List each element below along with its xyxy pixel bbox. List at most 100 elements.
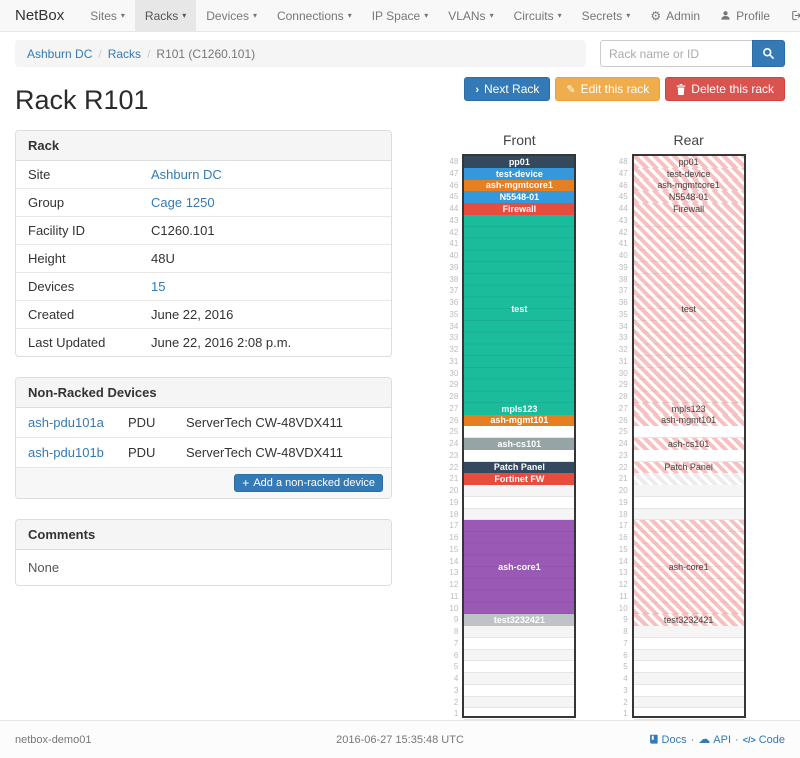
device-test-device[interactable]: test-device — [633, 167, 744, 180]
unit-number: 44 — [449, 204, 459, 213]
nav-item-log-out[interactable]: Log out — [780, 0, 800, 31]
device-pp01[interactable]: pp01 — [633, 156, 744, 168]
comments-body: None — [28, 560, 60, 575]
footer-link-code[interactable]: </> Code — [742, 733, 785, 746]
unit-number: 3 — [623, 685, 628, 695]
unit-number: 13 — [449, 568, 459, 578]
unit-number: 27 — [618, 403, 628, 413]
device-ash-mgmt101[interactable]: ash-mgmt101 — [464, 414, 575, 427]
book-icon — [648, 734, 659, 745]
unit-number: 32 — [618, 345, 628, 354]
unit-number: 25 — [618, 427, 628, 437]
device-test[interactable]: test — [633, 214, 744, 403]
gear-icon: ⚙ — [650, 8, 662, 23]
device-fortinet-fw[interactable] — [633, 473, 744, 485]
device-n5548-01[interactable]: N5548-01 — [633, 191, 744, 203]
footer-link-docs[interactable]: Docs — [648, 734, 687, 746]
unit-number: 42 — [618, 227, 628, 237]
device-n5548-01[interactable]: N5548-01 — [464, 191, 575, 203]
device-test-device[interactable]: test-device — [464, 167, 575, 180]
device-firewall[interactable]: Firewall — [464, 203, 575, 215]
link-separator: · — [735, 733, 739, 746]
device-mpls123[interactable]: mpls123 — [633, 402, 744, 415]
rack-attr-value[interactable]: 15 — [151, 279, 166, 294]
search-input[interactable] — [600, 40, 752, 67]
caret-down-icon: ▾ — [424, 10, 429, 20]
rack-attr-value[interactable]: Cage 1250 — [151, 195, 215, 210]
device-link[interactable]: ash-pdu101b — [28, 445, 104, 460]
device-test3232421[interactable]: test3232421 — [633, 614, 744, 626]
unit-number: 16 — [449, 533, 459, 542]
add-non-racked-device-button[interactable]: + Add a non-racked device — [234, 474, 383, 492]
rack-unit-3 — [464, 685, 575, 697]
nav-item-sites[interactable]: Sites ▾ — [90, 8, 125, 23]
unit-number: 2 — [453, 697, 459, 707]
nav-item-connections[interactable]: Connections ▾ — [276, 8, 352, 23]
next-rack-button[interactable]: › Next Rack — [464, 77, 551, 101]
device-ash-cs101[interactable]: ash-cs101 — [464, 438, 575, 450]
nav-item-profile[interactable]: Profile — [710, 0, 780, 31]
nav-item-devices[interactable]: Devices ▾ — [206, 8, 257, 23]
breadcrumb-item[interactable]: Ashburn DC — [27, 46, 93, 61]
device-firewall[interactable]: Firewall — [633, 203, 744, 215]
breadcrumb-item[interactable]: Racks — [107, 46, 142, 61]
device-patch-panel[interactable]: Patch Panel — [633, 461, 744, 474]
unit-number: 39 — [449, 262, 459, 272]
rack-unit-25 — [464, 426, 575, 438]
non-racked-device-row: ash-pdu101b PDU ServerTech CW-48VDX411 — [16, 438, 391, 468]
device-role: PDU — [128, 415, 156, 430]
device-ash-mgmt101[interactable]: ash-mgmt101 — [633, 414, 744, 427]
rack-unit-7 — [633, 638, 744, 650]
footer-links: Docs · ☁ API · </> Code — [648, 733, 785, 746]
app-brand[interactable]: NetBox — [15, 7, 65, 24]
unit-number: 4 — [623, 674, 628, 683]
edit-this-rack-button[interactable]: ✎ Edit this rack — [555, 77, 661, 101]
rack-unit-5 — [464, 661, 575, 673]
nav-item-vlans[interactable]: VLANs ▾ — [448, 8, 494, 23]
nav-item-circuits[interactable]: Circuits ▾ — [513, 8, 562, 23]
device-label: ash-core1 — [668, 562, 709, 573]
unit-number: 12 — [618, 580, 628, 589]
nav-item-admin[interactable]: ⚙ Admin — [650, 8, 701, 23]
hostname: netbox-demo01 — [15, 733, 92, 746]
unit-number: 45 — [618, 192, 628, 202]
unit-number: 18 — [449, 509, 459, 519]
device-ash-core1[interactable]: ash-core1 — [633, 520, 744, 615]
unit-number: 39 — [618, 262, 628, 272]
unit-number: 14 — [449, 556, 459, 566]
unit-number: 6 — [623, 650, 628, 660]
rack-unit-7 — [464, 638, 575, 650]
device-ash-core1[interactable]: ash-core1 — [464, 520, 575, 615]
search-button[interactable] — [752, 40, 785, 67]
device-test[interactable]: test — [464, 214, 575, 403]
unit-number: 11 — [450, 591, 459, 601]
device-test3232421[interactable]: test3232421 — [464, 614, 575, 626]
front-elevation: Front 48 47 46 45 44 43 42 41 40 39 38 37 36 35 34 33 32… — [446, 130, 577, 720]
device-ash-mgmtcore1[interactable]: ash-mgmtcore1 — [464, 179, 575, 192]
caret-down-icon: ▾ — [626, 10, 631, 20]
nav-item-racks[interactable]: Racks ▾ — [134, 0, 197, 31]
device-patch-panel[interactable]: Patch Panel — [464, 461, 575, 474]
unit-number: 16 — [618, 533, 628, 542]
device-label: N5548-01 — [668, 192, 709, 203]
delete-this-rack-button[interactable]: Delete this rack — [665, 77, 785, 101]
device-label: ash-cs101 — [497, 438, 542, 449]
front-unit-numbers: 48 47 46 45 44 43 42 41 40 39 38 37 36 35 34 33 32 31 30 29… — [446, 154, 462, 720]
rack-unit-6 — [633, 649, 744, 662]
rack-unit-20 — [633, 485, 744, 497]
device-fortinet-fw[interactable]: Fortinet FW — [464, 473, 575, 485]
nav-item-secrets[interactable]: Secrets ▾ — [581, 8, 631, 23]
unit-number: 21 — [449, 474, 459, 484]
unit-number: 36 — [449, 298, 459, 307]
device-pp01[interactable]: pp01 — [464, 156, 575, 168]
nav-utility: ⚙Admin ProfileLog out — [640, 0, 800, 31]
rack-attr-value[interactable]: Ashburn DC — [151, 167, 222, 182]
plus-icon: + — [242, 476, 250, 490]
device-ash-cs101[interactable]: ash-cs101 — [633, 438, 744, 450]
device-ash-mgmtcore1[interactable]: ash-mgmtcore1 — [633, 179, 744, 192]
device-mpls123[interactable]: mpls123 — [464, 402, 575, 415]
device-link[interactable]: ash-pdu101a — [28, 415, 104, 430]
nav-item-ip-space[interactable]: IP Space ▾ — [371, 8, 429, 23]
unit-number: 7 — [453, 638, 459, 648]
footer-link-api[interactable]: ☁ API — [698, 732, 732, 746]
